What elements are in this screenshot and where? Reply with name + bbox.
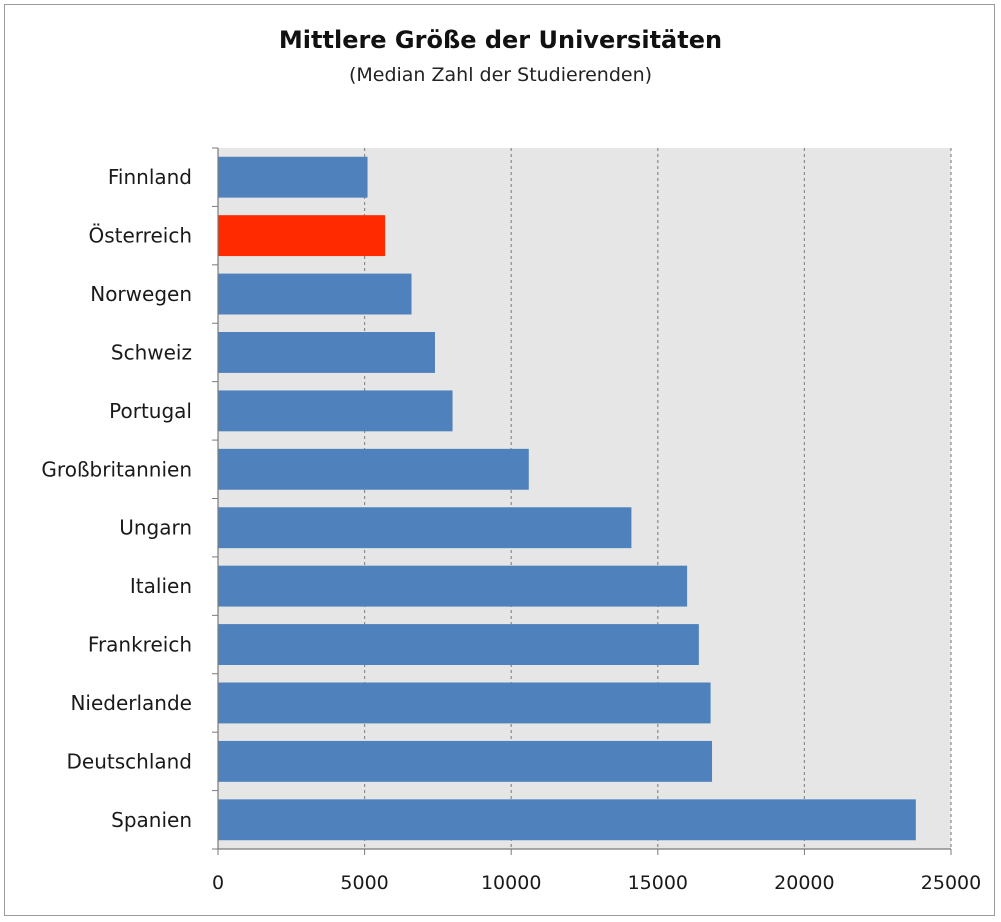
category-label: Schweiz xyxy=(111,340,192,364)
category-label: Portugal xyxy=(109,399,192,423)
bar-ungarn xyxy=(218,507,632,549)
category-label: Italien xyxy=(130,574,192,598)
chart-title: Mittlere Größe der Universitäten xyxy=(278,26,723,54)
bar-norwegen xyxy=(218,273,412,315)
x-tick-label: 25000 xyxy=(921,872,981,894)
bar-finnland xyxy=(218,156,368,198)
x-tick-label: 5000 xyxy=(340,872,388,894)
bar-schweiz xyxy=(218,332,435,373)
x-tick-label: 20000 xyxy=(774,872,834,894)
x-tick-label: 10000 xyxy=(481,872,541,894)
bar-deutschland xyxy=(218,740,713,782)
bar-frankreich xyxy=(218,624,699,665)
category-label: Niederlande xyxy=(70,691,192,715)
x-tick-label: 15000 xyxy=(628,872,688,894)
x-tick-label: 0 xyxy=(212,872,224,894)
bar-italien xyxy=(218,565,688,607)
bar-niederlande xyxy=(218,682,711,724)
category-label: Ungarn xyxy=(119,516,192,540)
category-label: Großbritannien xyxy=(41,457,192,481)
bar-portugal xyxy=(218,390,453,432)
bar-spanien xyxy=(218,799,916,841)
bar-großbritannien xyxy=(218,448,529,490)
category-label: Österreich xyxy=(89,224,193,248)
category-label: Frankreich xyxy=(88,633,192,657)
plot-area xyxy=(218,148,951,849)
category-label: Deutschland xyxy=(67,749,193,773)
category-label: Spanien xyxy=(111,808,192,832)
category-label: Norwegen xyxy=(90,282,192,306)
chart-subtitle: (Median Zahl der Studierenden) xyxy=(348,64,653,86)
bar-österreich xyxy=(218,215,386,257)
category-label: Finnland xyxy=(108,165,192,189)
